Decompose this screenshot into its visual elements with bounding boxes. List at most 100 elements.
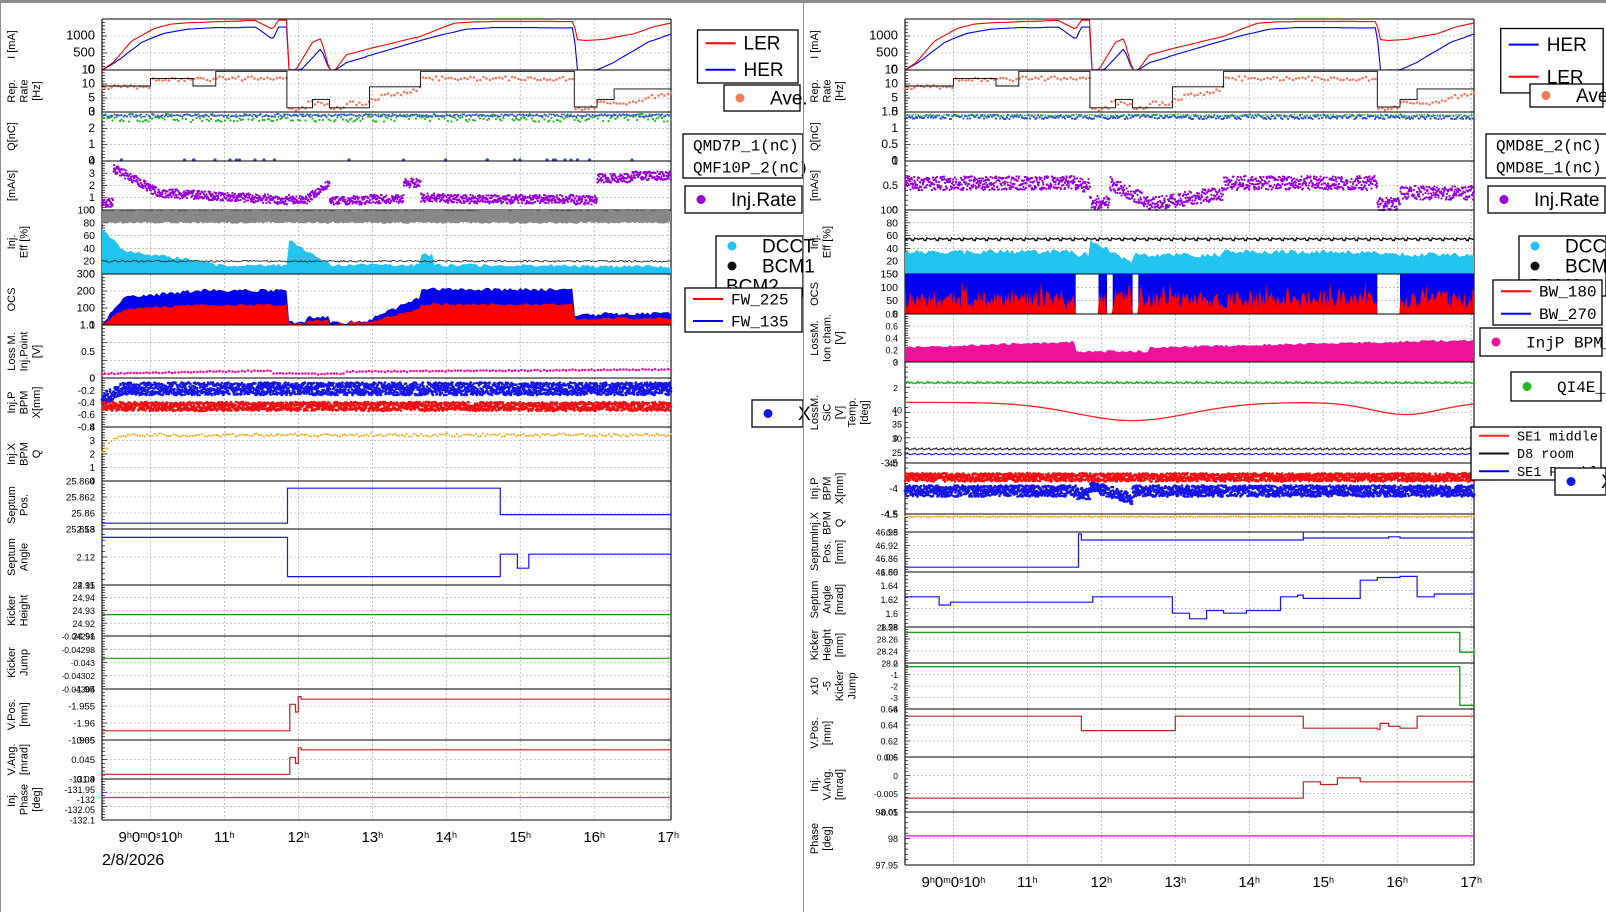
svg-text:Q[nC]: Q[nC] <box>809 122 821 151</box>
svg-text:14h: 14h <box>435 829 457 846</box>
svg-text:QMF10P_2(nC): QMF10P_2(nC) <box>693 159 808 177</box>
svg-text:Phase: Phase <box>19 784 31 815</box>
svg-text:1: 1 <box>89 321 95 332</box>
svg-text:11h: 11h <box>214 829 235 846</box>
svg-text:[mm]: [mm] <box>822 721 834 745</box>
svg-text:Inj.P: Inj.P <box>809 477 821 499</box>
svg-text:10: 10 <box>885 63 899 77</box>
svg-text:24.95: 24.95 <box>72 581 95 591</box>
svg-text:Inj.: Inj. <box>809 777 821 792</box>
svg-text:1.5: 1.5 <box>886 510 898 520</box>
svg-text:80: 80 <box>886 217 898 229</box>
svg-text:2: 2 <box>89 180 95 192</box>
svg-text:25.864: 25.864 <box>66 477 95 488</box>
svg-text:[deg]: [deg] <box>822 826 834 850</box>
svg-text:Q: Q <box>31 449 43 458</box>
svg-text:3: 3 <box>893 358 898 368</box>
svg-text:1: 1 <box>88 137 95 151</box>
svg-text:1000: 1000 <box>869 28 898 43</box>
svg-text:20: 20 <box>886 256 898 268</box>
svg-text:FW_225: FW_225 <box>731 291 789 309</box>
svg-text:0.8: 0.8 <box>885 310 898 320</box>
svg-text:Temp.: Temp. <box>847 398 859 428</box>
svg-text:Pos.: Pos. <box>19 494 31 516</box>
svg-text:0.5: 0.5 <box>883 180 898 192</box>
svg-text:1000: 1000 <box>66 28 95 43</box>
svg-text:-0.04302: -0.04302 <box>61 671 95 681</box>
svg-text:500: 500 <box>73 45 95 60</box>
svg-text:0.64: 0.64 <box>880 721 898 731</box>
svg-text:[deg]: [deg] <box>859 400 871 424</box>
svg-text:17h: 17h <box>657 829 679 846</box>
svg-text:SiC: SiC <box>822 404 834 422</box>
svg-text:0: 0 <box>893 771 898 781</box>
svg-text:-3: -3 <box>890 693 898 703</box>
svg-text:-0.043: -0.043 <box>71 658 95 668</box>
svg-text:Angle: Angle <box>822 585 834 613</box>
svg-text:[V]: [V] <box>834 406 846 419</box>
svg-text:Angle: Angle <box>19 543 31 571</box>
svg-text:Eff [%]: Eff [%] <box>19 226 31 258</box>
svg-text:14h: 14h <box>1238 874 1260 891</box>
svg-text:500: 500 <box>876 45 898 60</box>
svg-text:[Hz]: [Hz] <box>31 81 43 101</box>
svg-text:DCCT: DCCT <box>1565 237 1606 258</box>
svg-text:50: 50 <box>886 295 898 307</box>
svg-text:-131.9: -131.9 <box>69 775 95 785</box>
svg-text:Height: Height <box>19 595 31 627</box>
svg-text:2: 2 <box>88 121 95 135</box>
svg-text:80: 80 <box>83 217 95 229</box>
svg-text:200: 200 <box>77 286 95 298</box>
svg-text:24.93: 24.93 <box>72 606 95 616</box>
svg-text:LossM.: LossM. <box>809 320 821 355</box>
svg-text:2: 2 <box>893 383 898 393</box>
svg-text:Inj.: Inj. <box>6 792 18 807</box>
svg-text:1.62: 1.62 <box>880 595 898 605</box>
svg-text:25.862: 25.862 <box>66 493 95 504</box>
svg-text:BPM: BPM <box>822 511 834 535</box>
svg-text:13h: 13h <box>361 829 383 846</box>
svg-text:InjP BPM_d: InjP BPM_d <box>1526 334 1606 352</box>
svg-text:OCS: OCS <box>6 288 18 312</box>
svg-text:46.86: 46.86 <box>875 554 898 564</box>
svg-text:0.62: 0.62 <box>880 737 898 747</box>
svg-text:-0.04298: -0.04298 <box>61 645 95 655</box>
svg-text:13h: 13h <box>1164 874 1186 891</box>
svg-text:Kicker: Kicker <box>6 595 18 626</box>
svg-text:OCS: OCS <box>809 282 821 306</box>
svg-text:11h: 11h <box>1017 874 1038 891</box>
svg-text:100: 100 <box>880 282 898 294</box>
svg-text:-0.4: -0.4 <box>78 398 96 409</box>
svg-text:46.98: 46.98 <box>875 528 898 538</box>
svg-text:35: 35 <box>892 420 902 430</box>
svg-text:-3.5: -3.5 <box>881 459 899 470</box>
svg-text:Kicker: Kicker <box>834 670 846 701</box>
svg-text:QI4E_d: QI4E_d <box>1557 379 1606 397</box>
svg-text:[mA/s]: [mA/s] <box>6 170 18 201</box>
svg-text:Kicker: Kicker <box>6 647 18 678</box>
svg-text:Eff [%]: Eff [%] <box>822 226 834 258</box>
svg-text:4: 4 <box>89 156 95 168</box>
svg-text:0.5: 0.5 <box>81 347 95 358</box>
svg-text:SE1 middle: SE1 middle <box>1517 430 1598 445</box>
svg-text:[mm]: [mm] <box>19 702 31 726</box>
svg-text:0.5: 0.5 <box>881 137 898 151</box>
svg-text:3: 3 <box>88 105 95 119</box>
svg-text:QMD7P_1(nC): QMD7P_1(nC) <box>693 137 799 155</box>
svg-text:Inj.Rate: Inj.Rate <box>731 190 796 211</box>
svg-text:[mm]: [mm] <box>834 540 846 564</box>
svg-text:QMD8E_2(nC): QMD8E_2(nC) <box>1496 137 1602 155</box>
svg-text:HER: HER <box>1547 35 1587 56</box>
svg-text:2: 2 <box>89 450 95 461</box>
svg-text:[V]: [V] <box>834 331 846 344</box>
svg-text:Inj.: Inj. <box>6 235 18 250</box>
svg-text:-4: -4 <box>889 484 898 495</box>
svg-text:Jump: Jump <box>19 649 31 676</box>
svg-text:Jump: Jump <box>847 673 859 700</box>
svg-text:60: 60 <box>886 230 898 242</box>
svg-text:1: 1 <box>89 192 95 204</box>
svg-text:100: 100 <box>880 205 898 217</box>
svg-text:98: 98 <box>888 834 898 844</box>
svg-text:Q: Q <box>834 518 846 527</box>
svg-text:[mA/s]: [mA/s] <box>809 170 821 201</box>
